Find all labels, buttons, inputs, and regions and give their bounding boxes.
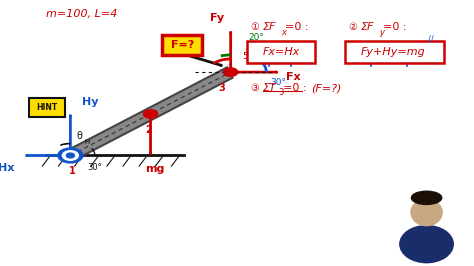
Text: mg: mg [146, 164, 164, 174]
Text: 50°: 50° [242, 52, 258, 61]
FancyBboxPatch shape [162, 35, 202, 55]
Text: ②: ② [349, 22, 357, 32]
Text: =0 :: =0 : [283, 83, 306, 93]
Text: 20°: 20° [248, 33, 264, 42]
FancyBboxPatch shape [246, 41, 315, 63]
FancyBboxPatch shape [345, 41, 444, 63]
Text: 3: 3 [278, 88, 283, 97]
Text: F=?: F=? [171, 40, 194, 50]
Circle shape [58, 148, 83, 163]
Text: (F=?): (F=?) [311, 83, 341, 93]
Text: ΣF: ΣF [263, 22, 276, 32]
Text: HINT: HINT [36, 103, 58, 111]
Text: =0 :: =0 : [383, 22, 407, 32]
Text: Fx: Fx [286, 72, 301, 82]
Text: //: // [428, 35, 434, 44]
Text: H: H [85, 139, 90, 146]
Text: ③: ③ [251, 83, 259, 93]
Text: ΣΤ: ΣΤ [263, 83, 277, 93]
Text: Fy: Fy [210, 13, 224, 23]
Text: 3: 3 [219, 83, 225, 93]
Text: Fx=Hx: Fx=Hx [262, 47, 300, 57]
Ellipse shape [411, 191, 442, 205]
Circle shape [66, 153, 74, 158]
Circle shape [144, 110, 158, 118]
Text: y: y [379, 28, 384, 38]
Text: =0 :: =0 : [285, 22, 309, 32]
Text: 2: 2 [145, 124, 152, 135]
Text: 30°: 30° [88, 163, 102, 172]
Text: Hy: Hy [82, 97, 98, 107]
Text: m=100, L=4: m=100, L=4 [46, 9, 117, 19]
Circle shape [224, 68, 238, 76]
FancyBboxPatch shape [28, 98, 65, 117]
Ellipse shape [400, 226, 453, 263]
Circle shape [63, 151, 78, 160]
Text: x: x [281, 28, 286, 38]
Text: 1: 1 [69, 166, 76, 176]
Ellipse shape [411, 199, 442, 226]
Text: Hx: Hx [0, 163, 15, 173]
Text: Fy+Hy=mg: Fy+Hy=mg [361, 47, 426, 57]
Text: ΣF: ΣF [361, 22, 374, 32]
Text: ①: ① [251, 22, 259, 32]
Text: θ: θ [76, 131, 82, 141]
Text: 30°: 30° [271, 78, 287, 87]
